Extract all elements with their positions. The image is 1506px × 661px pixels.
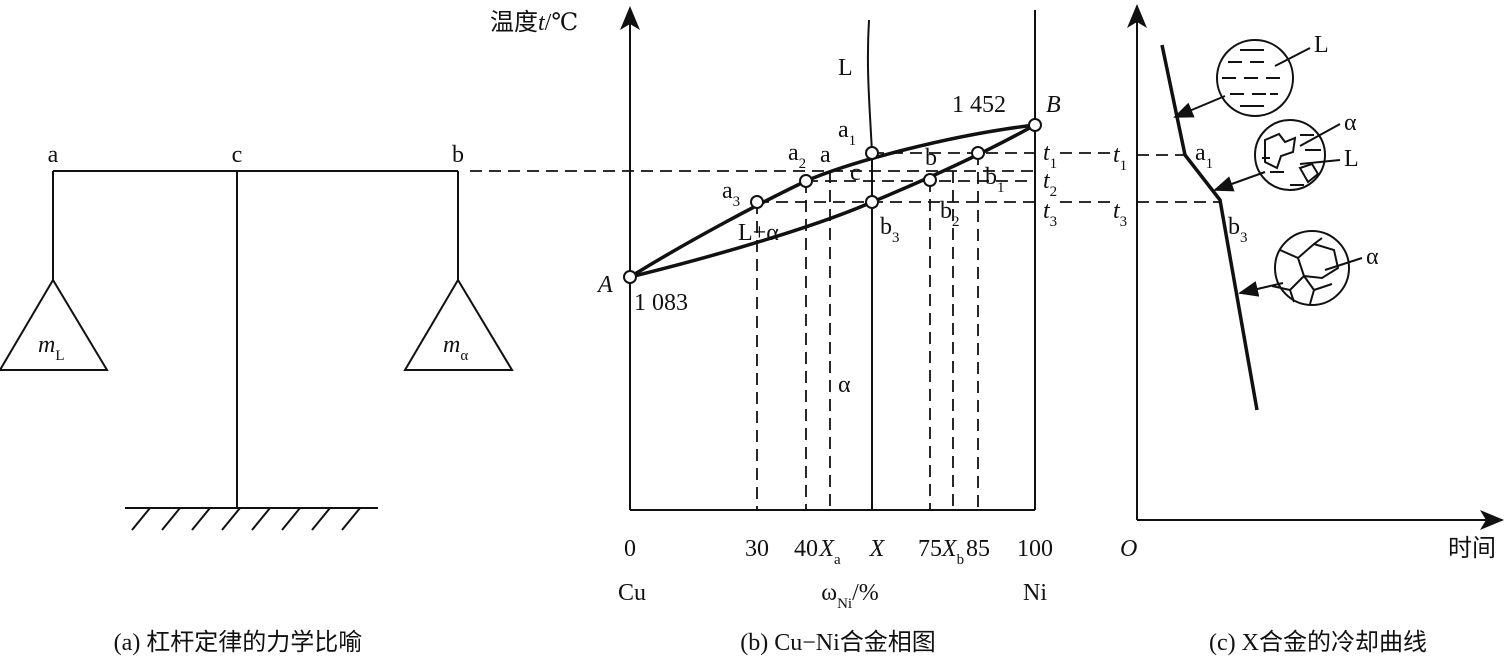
x-tick-label-text: X: [818, 536, 835, 562]
x-axis-label-text: ω: [821, 580, 837, 606]
y-axis-label-var: t: [538, 10, 546, 36]
x-tick-label: 75: [918, 536, 942, 562]
temperature-label: t3: [1113, 198, 1127, 230]
point-label: b3: [1228, 214, 1248, 246]
point-label: B: [1046, 92, 1061, 118]
origin-label: O: [1120, 536, 1137, 562]
x-tick-label: 40: [794, 536, 818, 562]
point-label-sub: 2: [799, 156, 807, 172]
phase-diagram-drawing: [620, 6, 1110, 511]
cooling-curve-drawing: [1127, 4, 1504, 530]
point-label-text: a: [722, 178, 733, 204]
x-axis-label-suffix: /%: [852, 580, 879, 606]
temperature-label-sub: 3: [1120, 214, 1128, 230]
mass-label: mα: [443, 332, 468, 364]
point-label: c: [850, 160, 861, 186]
mass-label-sub: L: [55, 348, 64, 364]
y-axis-label-prefix: 温度: [490, 9, 538, 36]
temperature-label-text: t: [1113, 198, 1121, 224]
x-tick-label: Xa: [818, 536, 841, 568]
caption: (b) Cu−Ni合金相图: [740, 629, 936, 656]
point-label-text: b: [880, 214, 892, 240]
temperature-label: t2: [1043, 168, 1057, 200]
y-axis-label-suffix: /℃: [545, 10, 579, 36]
x-tick-label-sub: b: [957, 552, 965, 568]
lever-label: a: [48, 142, 59, 168]
point-label-sub: 3: [733, 194, 741, 210]
point-label: b: [925, 145, 937, 171]
point-label-sub: 1: [997, 180, 1005, 196]
temperature-label-sub: 3: [1050, 214, 1058, 230]
point-label: b1: [985, 164, 1005, 196]
temperature-label-text: t: [1043, 168, 1051, 194]
point-label-sub: 1: [849, 133, 857, 149]
x-tick-label: 0: [624, 536, 636, 562]
x-axis-label-sub: Ni: [837, 596, 852, 612]
temperature-label: t3: [1043, 198, 1057, 230]
point-label: a1: [1195, 140, 1213, 172]
x-tick-label-sub: a: [834, 552, 841, 568]
mass-label-text: m: [38, 332, 55, 358]
mass-label: mL: [38, 332, 65, 364]
x-axis-label: ωNi/%: [821, 580, 878, 612]
point-label-sub: 1: [1206, 156, 1214, 172]
temperature-label: 1 083: [634, 290, 688, 316]
point-label: a1: [838, 117, 856, 149]
lever-label: b: [452, 142, 464, 168]
x-tick-label-text: X: [941, 536, 958, 562]
x-tick-label: 100: [1017, 536, 1053, 562]
point-label: a: [820, 142, 831, 168]
temperature-label: 1 452: [952, 92, 1006, 118]
point-label: b2: [940, 198, 960, 230]
point-label-sub: 3: [1240, 230, 1248, 246]
point-label-sub: 3: [892, 230, 900, 246]
caption: (c) X合金的冷却曲线: [1209, 629, 1427, 656]
x-tick-label: 30: [745, 536, 769, 562]
lever-drawing: [0, 170, 1035, 531]
mass-label-text: m: [443, 332, 460, 358]
y-axis-label: 温度t/℃: [490, 9, 578, 36]
x-tick-label: 85: [966, 536, 990, 562]
temperature-label-sub: 2: [1050, 184, 1058, 200]
temperature-label-text: t: [1113, 142, 1121, 168]
point-label-sub: 2: [952, 214, 960, 230]
point-label-text: b: [1228, 214, 1240, 240]
temperature-label-sub: 1: [1050, 156, 1058, 172]
point-label-text: a: [788, 140, 799, 166]
point-label: a3: [722, 178, 740, 210]
point-label: b3: [880, 214, 900, 246]
temperature-label-text: t: [1043, 140, 1051, 166]
x-tick-label: Xb: [941, 536, 964, 568]
temperature-label: t1: [1043, 140, 1057, 172]
phase-label: α: [1344, 110, 1357, 136]
temperature-label-sub: 1: [1120, 158, 1128, 174]
mass-label-sub: α: [460, 348, 468, 364]
element-label: Ni: [1023, 580, 1047, 606]
point-label-text: a: [838, 117, 849, 143]
phase-label: α: [838, 372, 851, 398]
phase-label: L: [1314, 32, 1329, 58]
temperature-label: t1: [1113, 142, 1127, 174]
point-label-text: b: [985, 164, 997, 190]
point-label: A: [596, 272, 613, 298]
phase-label: L+α: [738, 220, 779, 246]
element-label: Cu: [618, 580, 646, 606]
temperature-label-text: t: [1043, 198, 1051, 224]
point-label-text: b: [940, 198, 952, 224]
phase-label: L: [838, 55, 853, 81]
caption: (a) 杠杆定律的力学比喻: [114, 629, 363, 656]
phase-label: α: [1366, 244, 1379, 270]
lever-label: c: [232, 142, 243, 168]
point-label-text: a: [1195, 140, 1206, 166]
point-label: a2: [788, 140, 806, 172]
x-tick-label: X: [869, 536, 886, 562]
x-axis-label: 时间: [1448, 535, 1496, 562]
phase-label: L: [1344, 146, 1359, 172]
